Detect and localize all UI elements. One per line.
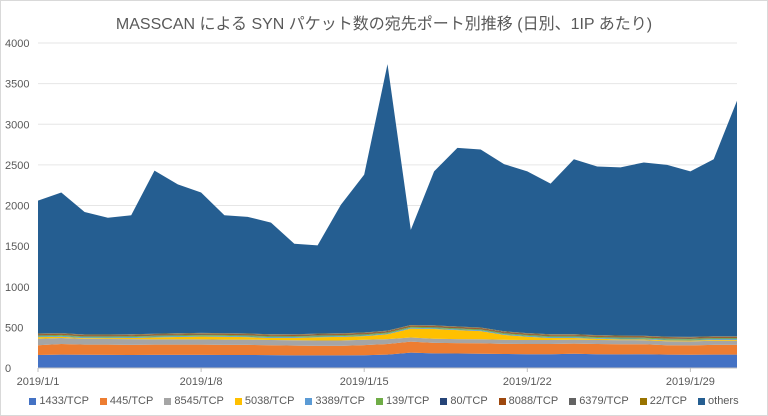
- area-139-tcp: [38, 326, 737, 340]
- legend-swatch: [164, 397, 172, 405]
- chart-title: MASSCAN による SYN パケット数の宛先ポート別推移 (日別、1IP あ…: [115, 16, 653, 33]
- legend-label: 3389/TCP: [315, 395, 365, 407]
- legend-item: 8088/TCP: [498, 395, 559, 407]
- legend-label: 8088/TCP: [508, 395, 559, 407]
- y-tick-label: 3500: [5, 79, 29, 91]
- legend-item: 3389/TCP: [305, 395, 365, 407]
- legend-label: 6379/TCP: [579, 395, 629, 407]
- legend-item: 5038/TCP: [234, 395, 295, 407]
- legend-swatch: [234, 397, 242, 405]
- y-tick-label: 1000: [5, 282, 29, 294]
- x-tick-label: 2019/1/22: [503, 376, 552, 388]
- legend-swatch: [498, 397, 506, 405]
- legend-swatch: [305, 397, 313, 405]
- area-8545-tcp: [38, 337, 737, 346]
- legend-label: 5038/TCP: [244, 395, 295, 407]
- legend-label: 8545/TCP: [174, 395, 224, 407]
- legend-label: 1433/TCP: [39, 395, 89, 407]
- legend-item: 1433/TCP: [29, 395, 89, 407]
- x-tick-label: 2019/1/1: [17, 376, 60, 388]
- legend-item: 22/TCP: [639, 395, 688, 407]
- legend-item: 6379/TCP: [569, 395, 629, 407]
- y-tick-label: 0: [5, 363, 11, 375]
- legend-label: 445/TCP: [109, 395, 154, 407]
- y-tick-label: 500: [5, 322, 23, 334]
- legend-label: 22/TCP: [649, 395, 688, 407]
- x-tick-label: 2019/1/29: [666, 376, 715, 388]
- y-tick-label: 1500: [5, 241, 29, 253]
- area-8088-tcp: [38, 325, 737, 339]
- area-1433-tcp: [38, 352, 737, 368]
- y-tick-label: 2000: [5, 201, 29, 213]
- legend-swatch: [29, 397, 37, 405]
- legend-label: 80/TCP: [450, 395, 488, 407]
- y-tick-label: 3000: [5, 119, 29, 131]
- x-tick-label: 2019/1/15: [340, 376, 389, 388]
- legend-swatch: [99, 397, 107, 405]
- legend-swatch: [569, 397, 577, 405]
- legend-item: 8545/TCP: [164, 395, 224, 407]
- area-others: [38, 64, 737, 337]
- y-tick-label: 2500: [5, 160, 29, 172]
- legend-swatch: [639, 397, 647, 405]
- legend-item: 445/TCP: [99, 395, 154, 407]
- legend-item: others: [698, 395, 739, 407]
- legend-item: 80/TCP: [440, 395, 488, 407]
- legend-swatch: [698, 397, 706, 405]
- legend-swatch: [375, 397, 383, 405]
- legend-label: others: [708, 395, 739, 407]
- legend: 1433/TCP 445/TCP 8545/TCP 5038/TCP 3389/TCP 1…: [0, 395, 768, 407]
- legend-swatch: [440, 397, 448, 405]
- y-tick-label: 4000: [5, 38, 29, 50]
- legend-item: 139/TCP: [375, 395, 430, 407]
- area-445-tcp: [38, 341, 737, 356]
- area-3389-tcp: [38, 327, 737, 341]
- x-tick-label: 2019/1/8: [180, 376, 223, 388]
- area-5038-tcp: [38, 328, 737, 342]
- legend-label: 139/TCP: [385, 395, 430, 407]
